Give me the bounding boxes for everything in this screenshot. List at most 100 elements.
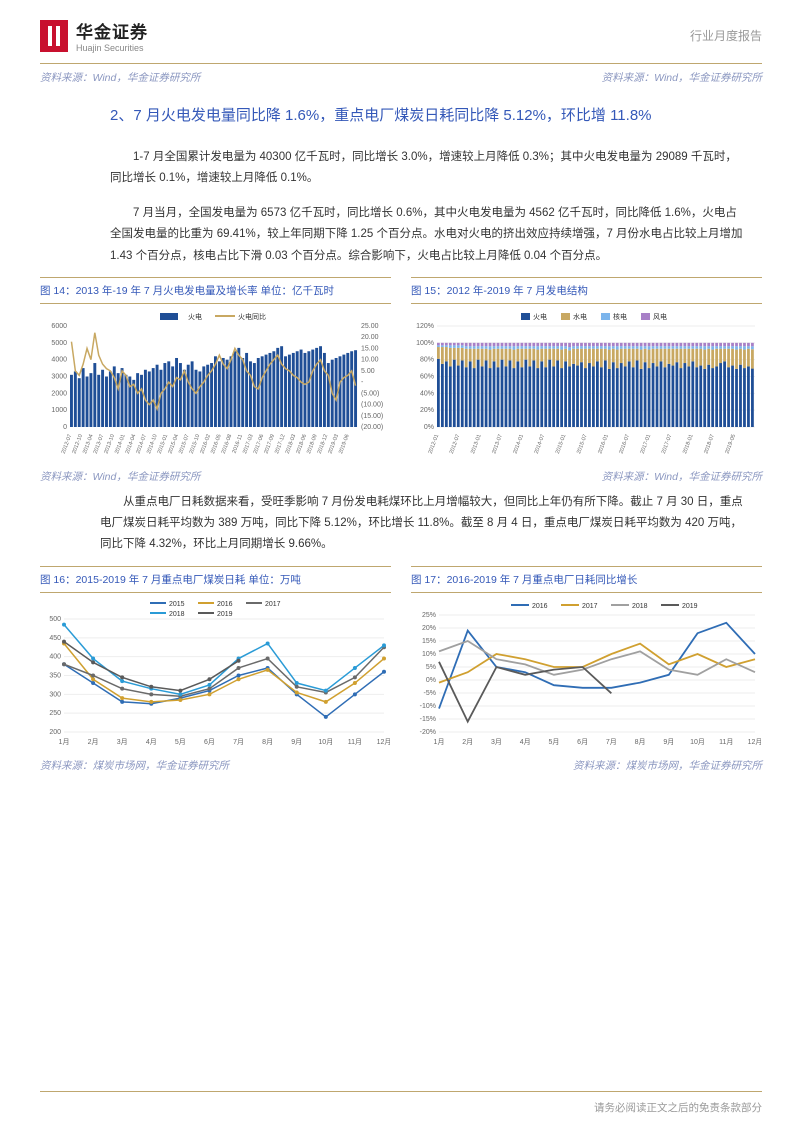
svg-text:3月: 3月: [117, 738, 128, 746]
source-left: 资料来源：Wind，华金证券研究所: [40, 70, 200, 85]
svg-text:500: 500: [49, 616, 61, 623]
svg-text:2017: 2017: [582, 603, 598, 610]
svg-text:-10%: -10%: [420, 703, 436, 710]
logo-block: 华金证券 Huajin Securities: [40, 18, 148, 53]
svg-text:2016-01: 2016-01: [597, 433, 610, 454]
chart-16-title: 图 16：2015-2019 年 7 月重点电厂煤炭日耗 单位：万吨: [40, 566, 391, 593]
svg-text:火电: 火电: [188, 312, 202, 321]
header: 华金证券 Huajin Securities 行业月度报告: [0, 0, 802, 63]
svg-text:2014-01: 2014-01: [513, 433, 526, 454]
source-row-bottom: 资料来源：煤炭市场网，华金证券研究所 资料来源：煤炭市场网，华金证券研究所: [0, 752, 802, 777]
svg-text:2016-07: 2016-07: [619, 433, 632, 454]
svg-text:40%: 40%: [420, 390, 434, 397]
svg-text:核电: 核电: [613, 312, 627, 321]
chart-15: 火电水电核电风电0%20%40%60%80%100%120%2012-01201…: [411, 308, 762, 463]
svg-text:8月: 8月: [635, 738, 646, 746]
source-left: 资料来源：Wind，华金证券研究所: [40, 469, 200, 484]
svg-text:250: 250: [49, 710, 61, 717]
svg-text:(10.00): (10.00): [361, 401, 383, 408]
source-right: 资料来源：Wind，华金证券研究所: [602, 469, 762, 484]
svg-text:-15%: -15%: [420, 716, 436, 723]
svg-text:2017-07: 2017-07: [661, 433, 674, 454]
logo-icon: [40, 20, 68, 52]
svg-text:-: -: [361, 379, 364, 386]
svg-text:20%: 20%: [422, 625, 436, 632]
chart-16: 2015201620172018201920025030035040045050…: [40, 597, 391, 752]
svg-text:(20.00): (20.00): [361, 424, 383, 431]
svg-text:火电同比: 火电同比: [238, 312, 266, 321]
svg-text:2019-05: 2019-05: [725, 433, 738, 454]
svg-text:2019-06: 2019-06: [338, 433, 351, 454]
svg-text:3月: 3月: [491, 738, 502, 746]
chart-row-2: 图 16：2015-2019 年 7 月重点电厂煤炭日耗 单位：万吨 2015 2…: [0, 566, 802, 752]
svg-text:0%: 0%: [424, 424, 434, 431]
svg-text:5月: 5月: [548, 738, 559, 746]
svg-text:2013-07: 2013-07: [491, 433, 504, 454]
para-1: 1-7 月全国累计发电量为 40300 亿千瓦时，同比增长 3.0%，增速较上月…: [0, 143, 802, 200]
svg-text:450: 450: [49, 634, 61, 641]
svg-text:9月: 9月: [663, 738, 674, 746]
svg-text:-5%: -5%: [424, 690, 436, 697]
brand-en: Huajin Securities: [76, 43, 148, 53]
svg-text:120%: 120%: [416, 323, 434, 330]
svg-text:1月: 1月: [434, 738, 445, 746]
brand-cn: 华金证券: [76, 18, 148, 43]
svg-text:2013-01: 2013-01: [470, 433, 483, 454]
chart-16-col: 图 16：2015-2019 年 7 月重点电厂煤炭日耗 单位：万吨 2015 2…: [40, 566, 391, 752]
svg-text:(5.00): (5.00): [361, 390, 379, 397]
svg-text:12月: 12月: [377, 738, 390, 746]
svg-text:(15.00): (15.00): [361, 413, 383, 420]
svg-text:10月: 10月: [690, 738, 705, 746]
svg-text:2月: 2月: [88, 738, 99, 746]
chart-14: 火电火电同比0100020003000400050006000(20.00)(1…: [40, 308, 391, 463]
svg-text:5%: 5%: [426, 664, 436, 671]
svg-text:2017: 2017: [265, 601, 281, 608]
svg-text:2000: 2000: [51, 390, 67, 397]
source-left: 资料来源：煤炭市场网，华金证券研究所: [40, 758, 229, 773]
chart-14-title: 图 14：2013 年-19 年 7 月火电发电量及增长率 单位：亿千瓦时: [40, 277, 391, 304]
svg-text:6月: 6月: [577, 738, 588, 746]
svg-text:2015-07: 2015-07: [576, 433, 589, 454]
svg-text:7月: 7月: [606, 738, 617, 746]
svg-text:11月: 11月: [719, 738, 733, 746]
svg-text:20%: 20%: [420, 407, 434, 414]
report-type: 行业月度报告: [690, 27, 762, 44]
svg-text:11月: 11月: [348, 738, 362, 746]
svg-text:-20%: -20%: [420, 729, 436, 736]
chart-17: 2016201720182019-20%-15%-10%-5%0%5%10%15…: [411, 597, 762, 752]
svg-text:9月: 9月: [291, 738, 302, 746]
svg-text:25%: 25%: [422, 612, 436, 619]
chart-14-col: 图 14：2013 年-19 年 7 月火电发电量及增长率 单位：亿千瓦时 火电…: [40, 277, 391, 463]
chart-row-1: 图 14：2013 年-19 年 7 月火电发电量及增长率 单位：亿千瓦时 火电…: [0, 277, 802, 463]
svg-text:水电: 水电: [573, 312, 587, 321]
svg-text:3000: 3000: [51, 373, 67, 380]
svg-text:2018: 2018: [169, 611, 185, 618]
svg-text:2017-01: 2017-01: [640, 433, 653, 454]
svg-text:15%: 15%: [422, 638, 436, 645]
svg-text:2016: 2016: [532, 603, 548, 610]
svg-text:0: 0: [63, 424, 67, 431]
svg-text:2012-07: 2012-07: [449, 433, 462, 454]
footer: 请务必阅读正文之后的免责条款部分: [40, 1091, 762, 1115]
svg-text:4000: 4000: [51, 356, 67, 363]
svg-text:2018: 2018: [632, 603, 648, 610]
source-row-mid: 资料来源：Wind，华金证券研究所 资料来源：Wind，华金证券研究所: [0, 463, 802, 488]
svg-text:6000: 6000: [51, 323, 67, 330]
source-right: 资料来源：Wind，华金证券研究所: [602, 70, 762, 85]
source-row-top: 资料来源：Wind，华金证券研究所 资料来源：Wind，华金证券研究所: [0, 64, 802, 89]
svg-text:4月: 4月: [520, 738, 531, 746]
svg-text:5000: 5000: [51, 340, 67, 347]
svg-text:400: 400: [49, 653, 61, 660]
svg-text:2019: 2019: [682, 603, 698, 610]
svg-text:2018-07: 2018-07: [703, 433, 716, 454]
svg-text:20.00: 20.00: [361, 334, 379, 341]
svg-text:1月: 1月: [59, 738, 70, 746]
section-title: 2、7 月火电发电量同比降 1.6%，重点电厂煤炭日耗同比降 5.12%，环比增…: [0, 89, 802, 143]
chart-15-col: 图 15：2012 年-2019 年 7 月发电结构 火电水电核电风电0%20%…: [411, 277, 762, 463]
svg-text:12月: 12月: [748, 738, 761, 746]
svg-text:2015: 2015: [169, 601, 185, 608]
svg-text:300: 300: [49, 691, 61, 698]
svg-text:火电: 火电: [533, 312, 547, 321]
svg-text:10月: 10月: [318, 738, 333, 746]
chart-15-title: 图 15：2012 年-2019 年 7 月发电结构: [411, 277, 762, 304]
